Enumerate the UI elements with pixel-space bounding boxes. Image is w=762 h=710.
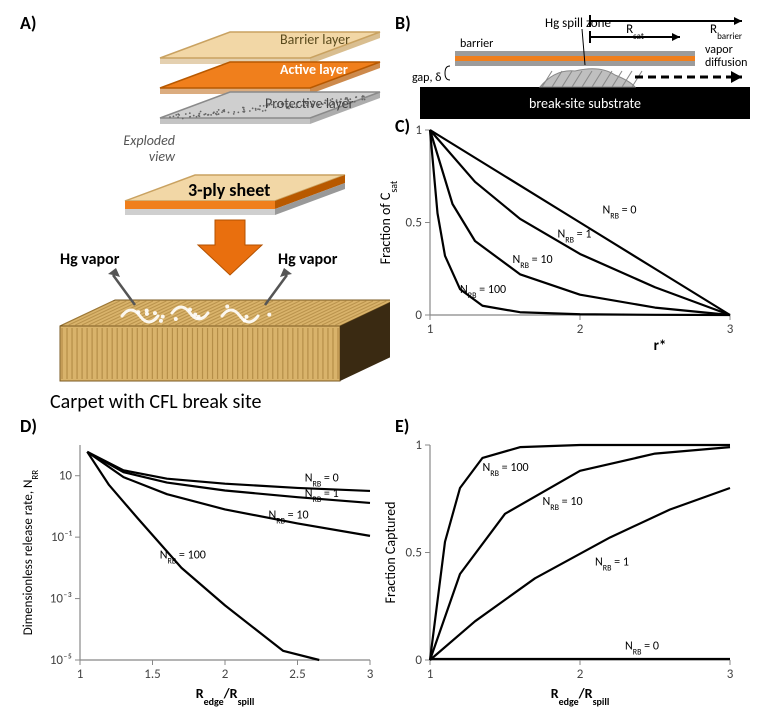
panel-c-svg: 12300.51NRB = 0NRB = 1NRB = 10NRB = 100F… — [0, 0, 762, 710]
svg-text:Fraction of Csat: Fraction of Csat — [377, 180, 400, 264]
svg-text:NRB = 10: NRB = 10 — [513, 253, 553, 271]
svg-text:1.5: 1.5 — [144, 667, 160, 682]
svg-text:1: 1 — [427, 667, 434, 682]
svg-text:3: 3 — [727, 322, 734, 337]
svg-text:NRB = 1: NRB = 1 — [595, 555, 629, 573]
svg-text:1: 1 — [415, 123, 422, 138]
svg-text:1: 1 — [415, 438, 422, 453]
svg-text:3: 3 — [727, 667, 734, 682]
svg-text:0.5: 0.5 — [406, 216, 422, 231]
svg-text:1: 1 — [77, 667, 84, 682]
svg-text:Fraction Captured: Fraction Captured — [382, 502, 399, 604]
svg-text:1: 1 — [427, 322, 434, 337]
svg-text:0: 0 — [415, 308, 422, 323]
svg-text:3: 3 — [367, 667, 374, 682]
svg-text:0: 0 — [415, 653, 422, 668]
svg-text:10: 10 — [59, 469, 73, 484]
svg-text:NRB = 0: NRB = 0 — [603, 203, 637, 221]
svg-text:NRB = 100: NRB = 100 — [483, 461, 529, 479]
svg-text:2.5: 2.5 — [289, 667, 305, 682]
svg-text:NRB = 100: NRB = 100 — [160, 549, 206, 567]
svg-text:10⁻¹: 10⁻¹ — [51, 530, 73, 545]
svg-text:10⁻⁵: 10⁻⁵ — [50, 653, 72, 668]
figure-page: A) B) C) D) E) Barrier layerActive layer… — [0, 0, 762, 710]
svg-text:NRB = 100: NRB = 100 — [460, 283, 506, 301]
svg-text:NRB = 10: NRB = 10 — [543, 495, 583, 513]
svg-text:Redge/Rspill: Redge/Rspill — [551, 685, 610, 708]
svg-text:2: 2 — [577, 322, 584, 337]
svg-text:2: 2 — [222, 667, 229, 682]
svg-text:10⁻³: 10⁻³ — [50, 592, 72, 607]
svg-text:Redge/Rspill: Redge/Rspill — [196, 685, 255, 708]
svg-text:r*: r* — [654, 337, 667, 355]
svg-text:NRB = 0: NRB = 0 — [625, 639, 659, 657]
svg-text:NRB = 1: NRB = 1 — [305, 487, 339, 505]
svg-text:Dimensionless release rate, NR: Dimensionless release rate, NRR — [21, 470, 41, 635]
svg-text:2: 2 — [577, 667, 584, 682]
svg-text:0.5: 0.5 — [406, 546, 422, 561]
